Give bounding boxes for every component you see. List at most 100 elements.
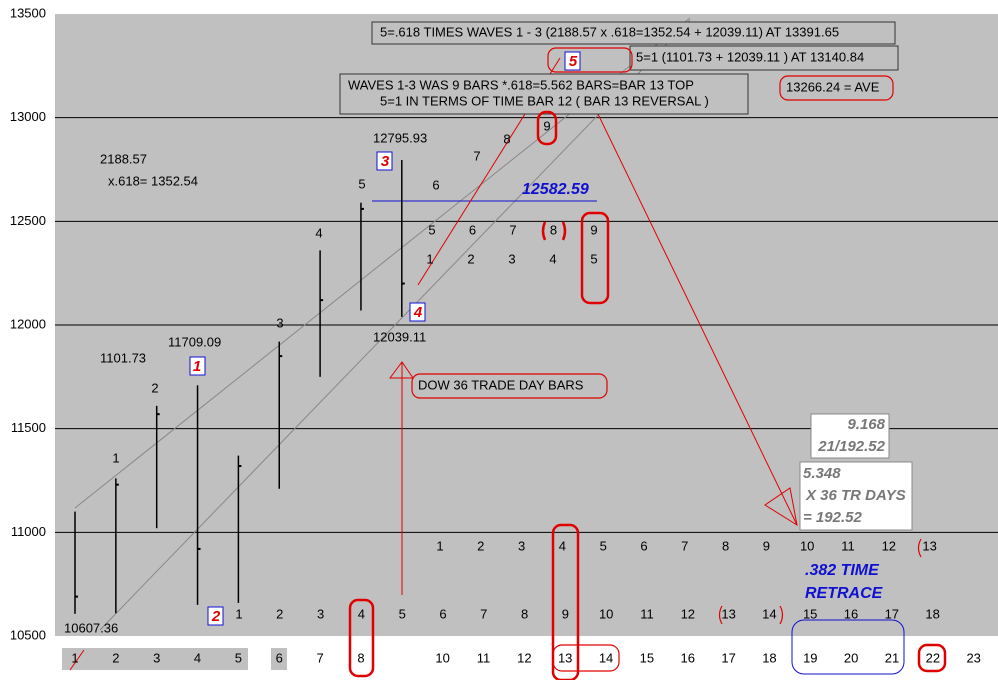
x-tick-label: 10 — [435, 650, 449, 665]
count-label: 9 — [590, 222, 597, 237]
count-label: 3 — [276, 315, 283, 330]
count-label: 8 — [521, 606, 528, 621]
x-tick-label: 11 — [477, 650, 491, 665]
y-tick-label: 10500 — [10, 627, 46, 642]
y-tick-label: 13500 — [10, 5, 46, 20]
count-label: 5 — [428, 222, 435, 237]
wave-box — [207, 606, 224, 626]
note: X 36 TR DAYS — [805, 487, 906, 504]
note-box — [411, 373, 608, 399]
x-tick-label: 12 — [517, 650, 531, 665]
count-label: 5 — [590, 251, 597, 266]
x-tick-label: 20 — [844, 650, 858, 665]
circle — [348, 598, 375, 678]
count-label: 5 — [399, 606, 406, 621]
x-tick-label: 2 — [112, 650, 119, 665]
note-box — [779, 75, 894, 101]
count-label: 6 — [439, 606, 446, 621]
x-tick-label: 16 — [681, 650, 695, 665]
count-label: 10 — [599, 606, 613, 621]
count-label: 16 — [844, 606, 858, 621]
price-label: 12795.93 — [373, 130, 427, 145]
count-label: 2 — [276, 606, 283, 621]
note: 5=.618 TIMES WAVES 1 - 3 (2188.57 x .618… — [380, 24, 839, 39]
bracket — [718, 538, 922, 625]
count-label: 4 — [315, 225, 322, 240]
circle — [536, 110, 558, 146]
count-label: 15 — [803, 606, 817, 621]
note: 5=1 (1101.73 + 12039.11 ) AT 13140.84 — [636, 49, 864, 64]
note: 2188.57 — [100, 151, 147, 166]
y-tick-label: 13000 — [10, 109, 46, 124]
x-tick-label: 3 — [153, 650, 160, 665]
count-label: 3 — [317, 606, 324, 621]
wave-box — [189, 356, 206, 376]
note-box — [810, 413, 890, 459]
note: 13266.24 = AVE — [786, 79, 880, 94]
x-tick-label: 1 — [71, 650, 78, 665]
count-label: 1 — [436, 538, 443, 553]
count-label: 13 — [922, 538, 936, 553]
count-label: 3 — [508, 251, 515, 266]
circle — [791, 619, 905, 675]
note-box — [339, 73, 749, 115]
x-tick-label: 7 — [316, 650, 323, 665]
x-tick-label: 4 — [194, 650, 201, 665]
price-label: 10607.36 — [64, 620, 118, 635]
wave-label: 2 — [211, 608, 221, 625]
x-tick-label: 8 — [357, 650, 364, 665]
count-label: 10 — [800, 538, 814, 553]
count-label: 4 — [559, 538, 566, 553]
arrow-head — [764, 487, 798, 527]
price-label: 12039.11 — [373, 329, 426, 344]
count-label: 5 — [600, 538, 607, 553]
count-label: 1 — [112, 450, 119, 465]
red-arrow — [596, 111, 798, 526]
count-label: 1 — [426, 251, 433, 266]
circle — [917, 643, 947, 673]
count-label: 6 — [432, 177, 439, 192]
note: = 192.52 — [803, 509, 862, 526]
x-tick-label: 15 — [640, 650, 654, 665]
wave-label: 5 — [569, 53, 578, 70]
note: WAVES 1-3 WAS 9 BARS *.618=5.562 BARS=BA… — [348, 77, 694, 92]
count-label: 2 — [467, 251, 474, 266]
note-box — [799, 461, 913, 531]
note-box — [629, 45, 899, 71]
x-tick-label: 6 — [276, 650, 283, 665]
wave-label: 3 — [381, 153, 390, 170]
red-mark — [69, 649, 85, 671]
count-label: 8 — [503, 131, 510, 146]
arrow-head — [389, 361, 414, 379]
count-label: 7 — [480, 606, 487, 621]
wave-box — [376, 151, 393, 171]
count-label: 14 — [762, 606, 776, 621]
x-tick-label: 17 — [721, 650, 735, 665]
count-label: 13 — [721, 606, 735, 621]
count-label: 6 — [640, 538, 647, 553]
y-tick-label: 12500 — [10, 213, 46, 228]
note: 5=1 IN TERMS OF TIME BAR 12 ( BAR 13 REV… — [380, 93, 709, 108]
y-tick-label: 12000 — [10, 316, 46, 331]
count-label: 5 — [358, 176, 365, 191]
count-label: 17 — [885, 606, 899, 621]
count-label: 7 — [681, 538, 688, 553]
x-tick-label: 19 — [803, 650, 817, 665]
count-label: 9 — [543, 118, 550, 133]
wave-box — [409, 302, 426, 322]
shade — [62, 648, 248, 670]
count-label: 8 — [550, 222, 557, 237]
count-label: 2 — [151, 380, 158, 395]
count-label: 8 — [722, 538, 729, 553]
count-label: 11 — [640, 606, 654, 621]
note: x.618= 1352.54 — [108, 173, 198, 188]
count-label: 7 — [473, 148, 480, 163]
price-label: 11709.09 — [168, 334, 221, 349]
note: 5.348 — [803, 465, 841, 482]
count-label: 12 — [882, 538, 896, 553]
x-tick-label: 18 — [762, 650, 776, 665]
count-label: 11 — [841, 538, 855, 553]
shade — [271, 648, 287, 670]
